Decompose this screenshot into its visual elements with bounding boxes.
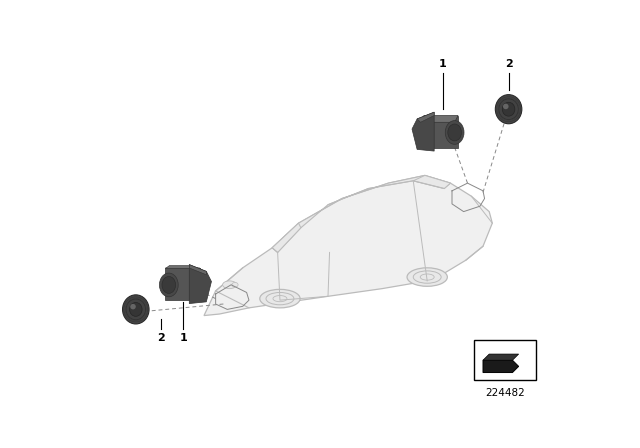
Ellipse shape bbox=[122, 295, 149, 324]
Text: 224482: 224482 bbox=[485, 388, 525, 398]
Text: 1: 1 bbox=[179, 332, 187, 343]
Text: 1: 1 bbox=[439, 59, 447, 69]
Polygon shape bbox=[272, 223, 301, 252]
Ellipse shape bbox=[495, 95, 522, 124]
Polygon shape bbox=[483, 354, 518, 360]
Polygon shape bbox=[413, 176, 451, 189]
Polygon shape bbox=[417, 112, 434, 122]
Polygon shape bbox=[165, 268, 200, 300]
Text: 2: 2 bbox=[157, 332, 164, 343]
Ellipse shape bbox=[503, 103, 509, 109]
Polygon shape bbox=[412, 112, 434, 151]
Polygon shape bbox=[165, 268, 206, 275]
Bar bbox=[474, 340, 536, 380]
Polygon shape bbox=[424, 116, 458, 148]
Polygon shape bbox=[189, 265, 211, 304]
Ellipse shape bbox=[448, 124, 461, 141]
Ellipse shape bbox=[445, 121, 464, 144]
Ellipse shape bbox=[130, 304, 136, 310]
Polygon shape bbox=[420, 116, 458, 122]
Polygon shape bbox=[165, 265, 189, 268]
Ellipse shape bbox=[162, 276, 175, 293]
Ellipse shape bbox=[413, 271, 441, 283]
Ellipse shape bbox=[232, 282, 238, 287]
Ellipse shape bbox=[260, 289, 300, 308]
Ellipse shape bbox=[499, 99, 518, 120]
Ellipse shape bbox=[223, 281, 237, 289]
Text: 2: 2 bbox=[505, 59, 513, 69]
Ellipse shape bbox=[273, 296, 287, 302]
Ellipse shape bbox=[159, 273, 178, 297]
Polygon shape bbox=[204, 176, 492, 315]
Ellipse shape bbox=[266, 293, 294, 305]
Ellipse shape bbox=[126, 299, 145, 320]
Polygon shape bbox=[189, 265, 206, 275]
Ellipse shape bbox=[129, 302, 142, 316]
Polygon shape bbox=[272, 176, 451, 252]
Ellipse shape bbox=[407, 268, 447, 286]
Polygon shape bbox=[483, 360, 518, 373]
Ellipse shape bbox=[420, 274, 434, 280]
Ellipse shape bbox=[502, 102, 515, 116]
